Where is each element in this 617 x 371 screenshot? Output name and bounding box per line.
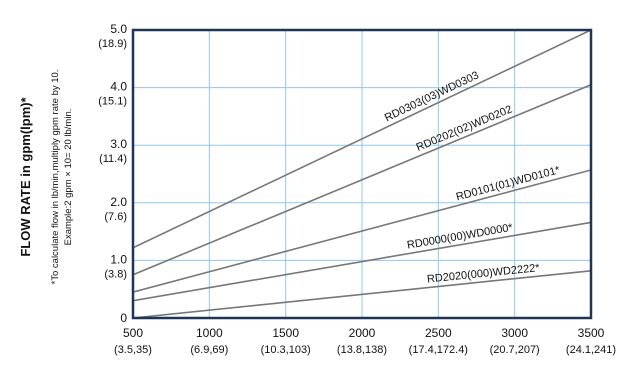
series-label-2: RD0101(01)WD0101* xyxy=(455,164,562,203)
y-tick-label-0: 0 xyxy=(120,311,127,325)
x-tick-sublabel-3: (13.8,138) xyxy=(337,344,387,356)
series-line-2 xyxy=(133,169,591,293)
x-tick-sublabel-0: (3.5,35) xyxy=(114,344,152,356)
y-tick-label-2: 2.0 xyxy=(110,195,127,209)
footnote-line-1: *To calculate flow in lb/min,multiply gp… xyxy=(50,70,61,285)
y-tick-label-5: 5.0 xyxy=(110,22,127,36)
y-tick-label-4: 4.0 xyxy=(110,80,127,94)
series-label-3: RD0000(00)WD0000* xyxy=(406,222,514,252)
y-tick-sublabel-4: (15.1) xyxy=(98,96,127,108)
x-tick-label-5: 3000 xyxy=(501,326,528,340)
x-tick-label-3: 2000 xyxy=(349,326,376,340)
series-line-3 xyxy=(133,221,591,302)
y-axis-title: FLOW RATE in gpm(lpm)* xyxy=(18,96,33,256)
x-tick-label-0: 500 xyxy=(123,326,143,340)
x-tick-label-2: 1500 xyxy=(272,326,299,340)
y-tick-sublabel-5: (18.9) xyxy=(98,38,127,50)
series-label-1: RD0202(02)WD0202 xyxy=(415,103,514,153)
x-tick-sublabel-5: (20.7,207) xyxy=(490,344,540,356)
y-tick-label-3: 3.0 xyxy=(110,137,127,151)
x-tick-sublabel-6: (24.1,241) xyxy=(566,344,616,356)
x-tick-sublabel-4: (17.4,172.4) xyxy=(409,344,468,356)
series-label-0: RD0303(03)WD0303 xyxy=(383,69,481,124)
y-tick-sublabel-3: (11.4) xyxy=(99,153,127,165)
tick-labels: 500 (3.5,35) 1000 (6.9,69) 1500 (10.3,103) 200… xyxy=(98,22,616,356)
y-tick-sublabel-2: (7.6) xyxy=(104,211,127,223)
x-tick-label-4: 2500 xyxy=(425,326,452,340)
x-tick-sublabel-2: (10.3,103) xyxy=(261,344,311,356)
y-tick-label-1: 1.0 xyxy=(110,252,127,266)
series-line-4 xyxy=(133,269,591,318)
plot-frame xyxy=(131,28,593,320)
x-tick-label-1: 1000 xyxy=(196,326,223,340)
series-lines xyxy=(133,30,591,318)
series-line-1 xyxy=(133,83,591,276)
series-line-0 xyxy=(133,30,591,249)
footnote-line-2: Example:2 gpm × 10= 20 lb/min. xyxy=(63,109,74,246)
y-tick-sublabel-1: (3.8) xyxy=(104,268,127,280)
x-tick-label-6: 3500 xyxy=(578,326,605,340)
x-tick-sublabel-1: (6.9,69) xyxy=(190,344,228,356)
